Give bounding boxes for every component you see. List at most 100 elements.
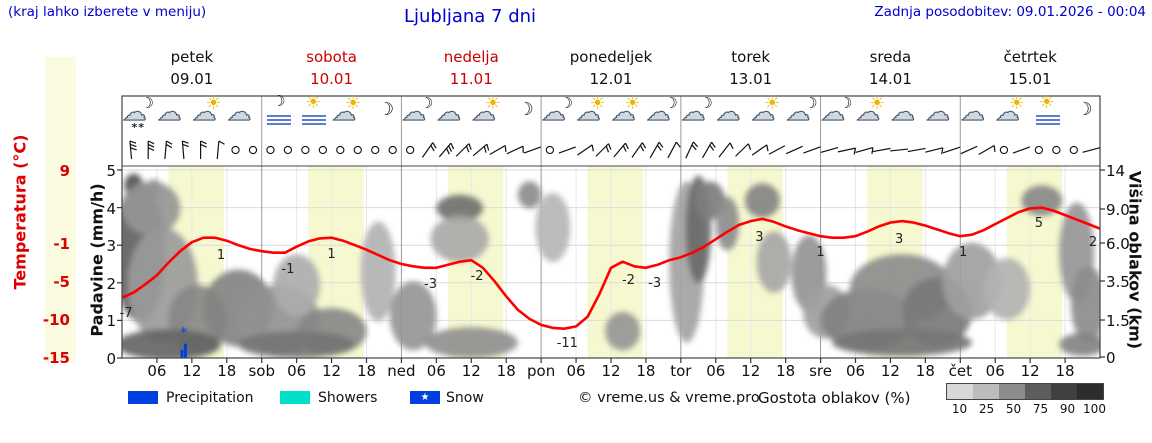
- wind-barb: [872, 147, 891, 153]
- wind-barb: [942, 146, 961, 154]
- copyright-link[interactable]: © vreme.us & vreme.pro: [578, 390, 760, 406]
- x-tick-label: 06: [287, 362, 307, 380]
- temperature-value-label: -1: [281, 261, 295, 277]
- wind-barb: [558, 146, 577, 154]
- moon-icon: ☽: [1076, 99, 1093, 120]
- day-date: 13.01: [729, 70, 773, 88]
- x-tick-label: 12: [601, 362, 621, 380]
- x-tick-label: pon: [527, 362, 556, 380]
- showers-swatch: [280, 391, 310, 404]
- cloud-height-tick-label: 9.0: [1106, 201, 1130, 219]
- showers-legend-label: Showers: [318, 390, 378, 406]
- wind-barb: [216, 140, 225, 160]
- wind-barb: [164, 140, 173, 160]
- day-date: 12.01: [589, 70, 633, 88]
- sun-cloud-icon: ☀ ☁: [471, 93, 501, 126]
- calm-wind-circle: [283, 145, 293, 155]
- wind-barb: [960, 145, 978, 155]
- day-column-nedelja: nedelja 11.01: [401, 48, 541, 88]
- wind-barb: [506, 145, 524, 155]
- wind-barb: [803, 146, 821, 154]
- moon-icon: ☽: [517, 99, 534, 120]
- precipitation-legend-label: Precipitation: [166, 390, 254, 406]
- x-tick-label: 06: [566, 362, 586, 380]
- temperature-value-label: 3: [895, 231, 904, 247]
- x-tick-label: 12: [182, 362, 202, 380]
- wind-barb: [735, 143, 752, 157]
- cloud-height-tick-label: 6.0: [1106, 235, 1130, 253]
- temperature-value-label: 1: [816, 245, 825, 261]
- calm-wind-circle: [371, 145, 380, 155]
- day-name: nedelja: [443, 48, 499, 66]
- wind-barb: [613, 142, 629, 158]
- temperature-axis-title: Temperatura (°C): [10, 134, 30, 290]
- wind-barb: [595, 143, 612, 157]
- left-axis-strip: [45, 57, 76, 362]
- x-tick-label: 18: [1055, 362, 1075, 380]
- wind-barb: [523, 146, 542, 154]
- sun-cloud-icon: ☀ ☁: [611, 93, 641, 126]
- wind-barb: [685, 141, 699, 159]
- fog-sun-icon: ☀: [297, 94, 331, 132]
- wind-barb: [489, 144, 507, 156]
- calm-wind-circle: [388, 145, 397, 155]
- day-date: 15.01: [1008, 70, 1052, 88]
- x-tick-label: ned: [387, 362, 416, 380]
- day-column-petek: petek 09.01: [122, 48, 262, 88]
- temperature-value-label: 5: [1034, 215, 1044, 231]
- temperature-value-label: -7: [119, 305, 133, 321]
- x-tick-label: 18: [776, 362, 796, 380]
- cloud-icon: ☁: [227, 98, 252, 126]
- temperature-value-label: -3: [648, 275, 662, 291]
- wind-barb: [890, 148, 909, 152]
- temp-tick-label: -10: [42, 311, 70, 329]
- day-name: petek: [170, 48, 214, 66]
- cloud-icon: ☁: [716, 98, 741, 126]
- cloud-density-layer: [122, 173, 1100, 358]
- cloud-icon: ☁: [960, 98, 985, 126]
- calm-wind-circle: [1052, 145, 1061, 155]
- sun-cloud-icon: ☀ ☁: [995, 93, 1025, 126]
- calm-wind-circle: [1069, 145, 1078, 155]
- fog-sun-icon: ☀: [1031, 94, 1065, 132]
- temperature-value-label: -2: [621, 273, 635, 288]
- wind-barb: [1012, 146, 1031, 154]
- x-tick-label: 18: [356, 362, 377, 380]
- day-column-torek: torek 13.01: [681, 48, 821, 88]
- x-tick-label: 18: [217, 362, 237, 380]
- wind-barb: [147, 140, 155, 159]
- x-tick-label: 18: [496, 362, 516, 380]
- fog-moon-icon: ☽: [262, 94, 296, 132]
- snow-legend-label: Snow: [446, 390, 484, 406]
- wind-barb: [855, 146, 874, 155]
- density-scale-value: 25: [978, 402, 995, 416]
- precip-tick-label: 4: [106, 199, 116, 218]
- sun-cloud-icon: ☀ ☁: [192, 93, 222, 126]
- cloud-icon: ☁: [436, 98, 461, 126]
- day-date: 14.01: [868, 70, 912, 88]
- wind-barb: [702, 141, 716, 159]
- wind-barb: [455, 143, 472, 157]
- density-scale-segment: [1025, 384, 1051, 399]
- wind-barb: [181, 140, 189, 160]
- density-scale-value: 90: [1059, 402, 1076, 416]
- wind-barb: [751, 144, 769, 156]
- moon-cloud-icon: ☽ ☁: [786, 94, 818, 126]
- x-tick-label: sre: [809, 362, 833, 380]
- cloud-height-tick-label: 0: [1106, 349, 1116, 367]
- x-tick-label: čet: [948, 362, 972, 380]
- density-scale-value: 50: [1005, 402, 1022, 416]
- cloud-density-scale: [946, 383, 1104, 400]
- snow-mark: *: [180, 325, 187, 341]
- wind-barb: [129, 140, 137, 160]
- x-tick-label: 12: [322, 362, 342, 380]
- x-tick-label: 12: [1020, 362, 1040, 380]
- precipitation-bar: [183, 343, 187, 358]
- cloud-height-tick-label: 14: [1106, 162, 1126, 180]
- temperature-value-label: 3: [755, 230, 764, 246]
- cloud-icon: ☁: [157, 98, 182, 126]
- x-tick-label: 18: [636, 362, 656, 380]
- density-scale-value: 10: [951, 402, 968, 416]
